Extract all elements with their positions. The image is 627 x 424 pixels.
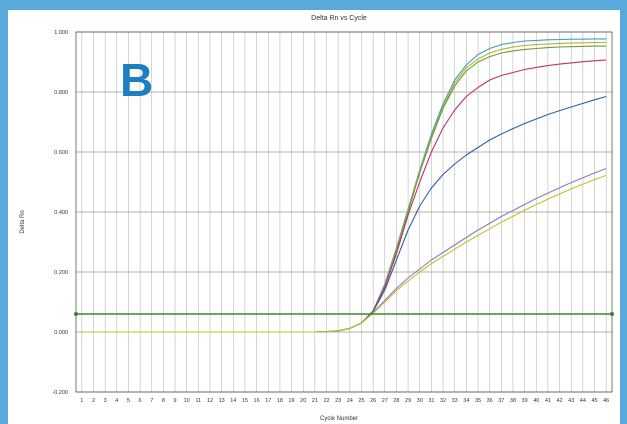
axes: 1 2 3 4 5 6 7 8 9 10 11 12 13 14 15 16 17 18 19 20 21 22 23 24 2… (52, 30, 613, 404)
x-tick-label: 6 (139, 398, 142, 404)
x-tick-label: 8 (162, 398, 165, 404)
x-tick-label: 46 (603, 398, 609, 404)
y-axis-label: Delta Rn (20, 210, 26, 233)
y-tick-label: 1.000 (54, 30, 68, 36)
x-tick-label: 34 (463, 398, 469, 404)
x-tick-label: 27 (382, 398, 388, 404)
series-line (81, 59, 607, 333)
panel-letter: B (120, 54, 153, 106)
x-tick-label: 23 (335, 398, 341, 404)
series-line (81, 38, 607, 333)
x-axis-label: Cycle Number (320, 416, 358, 422)
x-tick-label: 2 (92, 398, 95, 404)
x-tick-label: 20 (300, 398, 306, 404)
x-tick-label: 36 (487, 398, 493, 404)
x-tick-label: 4 (115, 398, 118, 404)
series-line (81, 41, 607, 333)
y-tick-label: -0.200 (52, 390, 68, 396)
x-tick-label: 5 (127, 398, 130, 404)
x-tick-label: 42 (557, 398, 563, 404)
x-tick-label: 24 (347, 398, 353, 404)
series-line (81, 95, 607, 333)
x-tick-label: 25 (358, 398, 364, 404)
x-tick-label: 44 (580, 398, 586, 404)
x-tick-label: 31 (428, 398, 434, 404)
chart-panel: Delta Rn vs Cycle 1 2 3 4 5 6 7 8 9 10 11 12 13 14 15 1… (8, 10, 620, 424)
x-tick-label: 1 (80, 398, 83, 404)
x-tick-label: 21 (312, 398, 318, 404)
x-tick-label: 9 (174, 398, 177, 404)
x-tick-label: 37 (498, 398, 504, 404)
x-tick-label: 26 (370, 398, 376, 404)
x-tick-label: 28 (393, 398, 399, 404)
x-tick-label: 16 (254, 398, 260, 404)
x-tick-label: 19 (289, 398, 295, 404)
x-tick-label: 17 (265, 398, 271, 404)
x-tick-label: 11 (195, 398, 201, 404)
plot-border (75, 31, 613, 393)
x-tick-label: 29 (405, 398, 411, 404)
x-tick-label: 30 (417, 398, 423, 404)
y-tick-label: 0.200 (54, 270, 68, 276)
x-tick-label: 22 (323, 398, 329, 404)
x-tick-label: 32 (440, 398, 446, 404)
series-group (81, 38, 607, 333)
x-tick-label: 15 (242, 398, 248, 404)
x-tick-label: 13 (219, 398, 225, 404)
y-tick-label: 0.800 (54, 90, 68, 96)
grid (76, 31, 612, 393)
x-tick-label: 14 (230, 398, 236, 404)
threshold-group (74, 312, 614, 316)
x-tick-label: 38 (510, 398, 516, 404)
amplification-chart: Delta Rn vs Cycle 1 2 3 4 5 6 7 8 9 10 11 12 13 14 15 1… (20, 15, 614, 422)
series-line (81, 45, 607, 333)
x-tick-label: 12 (207, 398, 213, 404)
y-tick-label: 0.600 (54, 150, 68, 156)
x-tick-label: 43 (568, 398, 574, 404)
chart-title: Delta Rn vs Cycle (311, 15, 367, 22)
x-tick-label: 33 (452, 398, 458, 404)
x-tick-label: 41 (545, 398, 551, 404)
x-tick-label: 10 (184, 398, 190, 404)
x-tick-label: 3 (104, 398, 107, 404)
x-tick-label: 18 (277, 398, 283, 404)
x-tick-label: 39 (522, 398, 528, 404)
y-tick-label: 0.000 (54, 330, 68, 336)
x-tick-label: 40 (533, 398, 539, 404)
x-tick-label: 45 (591, 398, 597, 404)
series-line (81, 167, 607, 333)
series-line (81, 174, 607, 333)
x-tick-label: 35 (475, 398, 481, 404)
y-tick-label: 0.400 (54, 210, 68, 216)
x-tick-label: 7 (150, 398, 153, 404)
